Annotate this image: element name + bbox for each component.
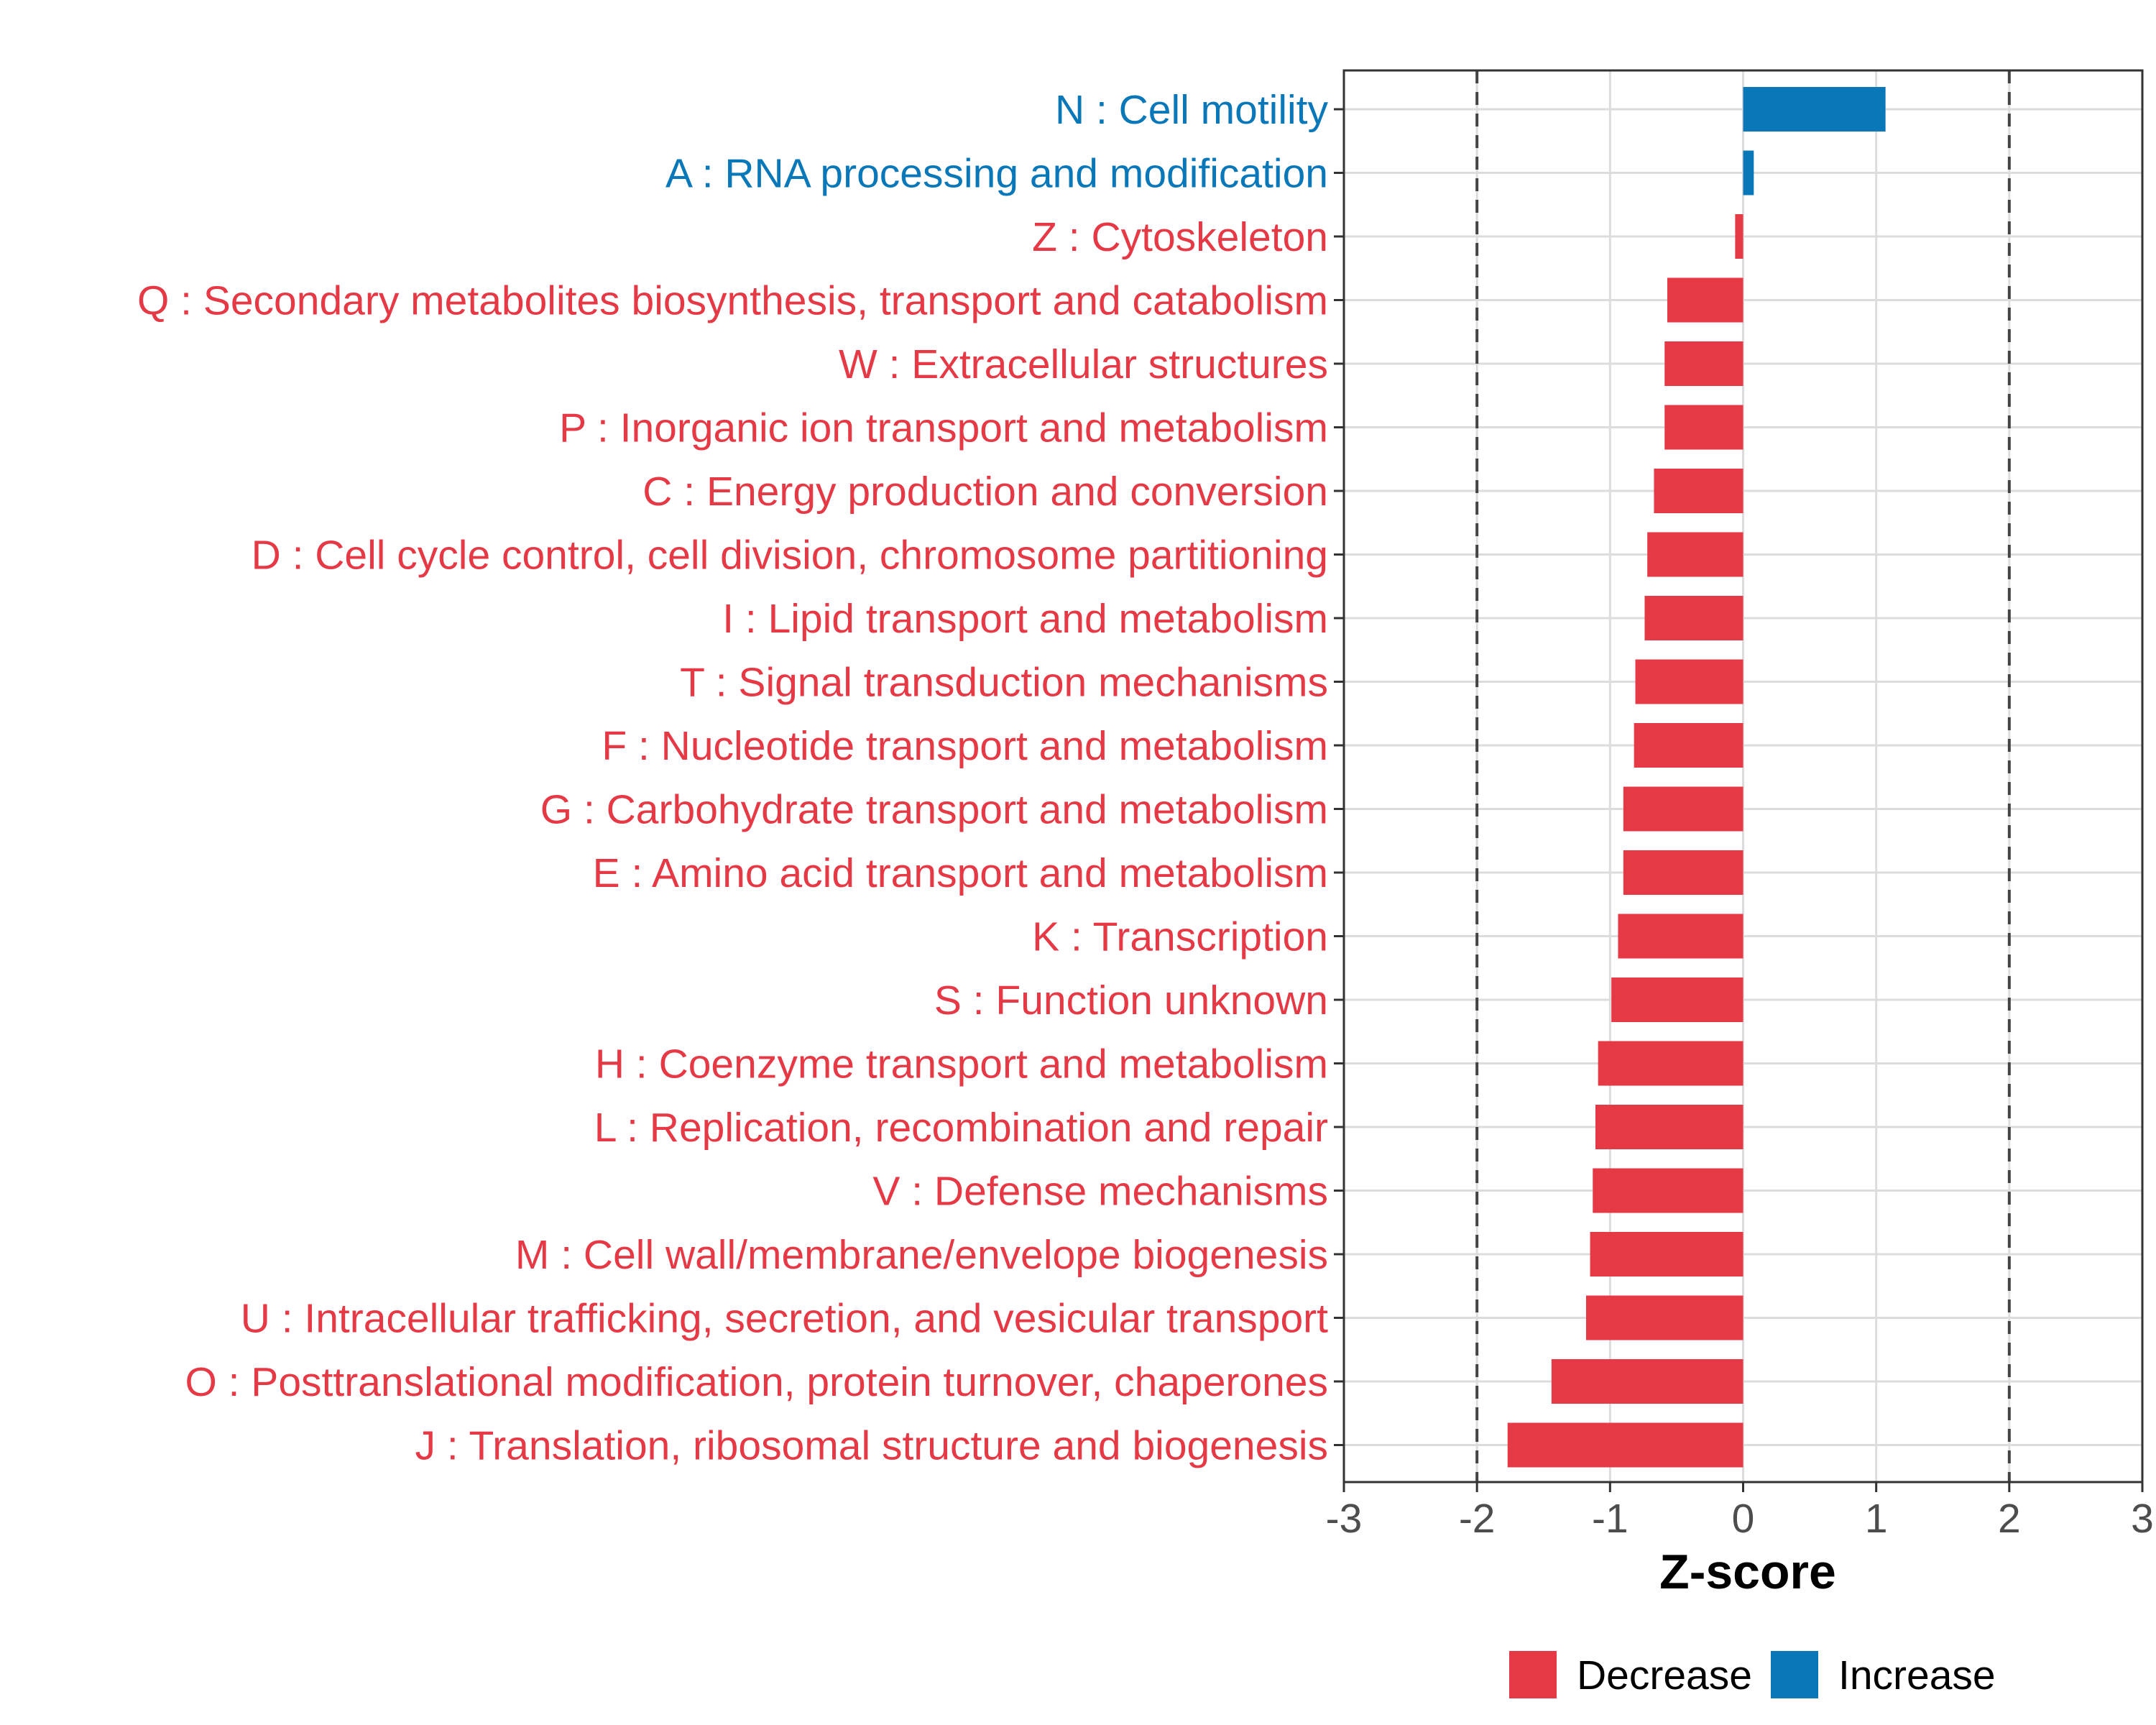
legend-key xyxy=(1771,1651,1818,1698)
bar xyxy=(1598,1041,1743,1086)
bar xyxy=(1611,978,1743,1022)
x-tick-label: 2 xyxy=(1998,1496,2021,1542)
x-tick-label: 0 xyxy=(1732,1496,1755,1542)
bar xyxy=(1586,1295,1743,1340)
bar xyxy=(1623,786,1743,832)
category-label: V : Defense mechanisms xyxy=(872,1169,1328,1215)
category-label: J : Translation, ribosomal structure and… xyxy=(415,1423,1328,1469)
bar xyxy=(1635,659,1743,704)
category-label: O : Posttranslational modification, prot… xyxy=(185,1359,1328,1405)
bar xyxy=(1664,341,1743,386)
category-label: E : Amino acid transport and metabolism xyxy=(593,850,1328,896)
category-label: L : Replication, recombination and repai… xyxy=(594,1105,1328,1151)
legend-label: Increase xyxy=(1838,1652,1996,1698)
category-label: P : Inorganic ion transport and metaboli… xyxy=(559,405,1328,451)
bar xyxy=(1595,1105,1743,1149)
x-tick-label: 1 xyxy=(1865,1496,1888,1542)
bar xyxy=(1735,214,1743,259)
x-tick-label: 3 xyxy=(2131,1496,2154,1542)
category-label: M : Cell wall/membrane/envelope biogenes… xyxy=(515,1232,1328,1278)
category-labels: N : Cell motility A : RNA processing and … xyxy=(137,87,1329,1469)
category-label: T : Signal transduction mechanisms xyxy=(680,660,1328,706)
bar xyxy=(1743,150,1754,196)
category-label: U : Intracellular trafficking, secretion… xyxy=(241,1296,1328,1342)
x-axis: -3 -2 -1 0 1 2 3 xyxy=(1326,1482,2154,1542)
bar xyxy=(1664,405,1743,450)
legend-key xyxy=(1509,1651,1557,1698)
bar xyxy=(1623,850,1743,895)
x-tick-label: -1 xyxy=(1592,1496,1628,1542)
category-label: N : Cell motility xyxy=(1055,87,1329,133)
category-label: G : Carbohydrate transport and metabolis… xyxy=(540,787,1328,833)
category-label: Q : Secondary metabolites biosynthesis, … xyxy=(137,278,1328,324)
category-label: S : Function unknown xyxy=(934,978,1328,1024)
bar xyxy=(1654,469,1743,513)
bar xyxy=(1590,1232,1743,1276)
category-label: I : Lipid transport and metabolism xyxy=(722,596,1328,642)
category-label: D : Cell cycle control, cell division, c… xyxy=(252,533,1328,579)
bar xyxy=(1644,596,1743,640)
bar xyxy=(1743,87,1886,132)
category-label: A : RNA processing and modification xyxy=(665,151,1328,197)
x-tick-label: -2 xyxy=(1459,1496,1496,1542)
threshold-lines xyxy=(1475,70,2011,1482)
bar xyxy=(1618,914,1743,959)
bar xyxy=(1634,723,1743,768)
x-tick-label: -3 xyxy=(1326,1496,1363,1542)
category-label: F : Nucleotide transport and metabolism xyxy=(602,723,1328,769)
category-label: H : Coenzyme transport and metabolism xyxy=(595,1041,1328,1087)
bar-layer xyxy=(1507,87,1886,1468)
legend-label: Decrease xyxy=(1577,1652,1752,1698)
category-label: K : Transcription xyxy=(1032,914,1328,960)
category-label: C : Energy production and conversion xyxy=(642,469,1328,515)
x-axis-title: Z-score xyxy=(1659,1545,1836,1599)
bar xyxy=(1593,1168,1743,1213)
bar xyxy=(1551,1359,1743,1404)
bar xyxy=(1507,1422,1743,1468)
legend: Decrease Increase xyxy=(1509,1651,1996,1698)
category-label: W : Extracellular structures xyxy=(839,341,1328,387)
y-ticks xyxy=(1334,108,1344,1446)
bar xyxy=(1647,532,1743,577)
category-label: Z : Cytoskeleton xyxy=(1032,214,1328,260)
bar xyxy=(1667,277,1743,323)
